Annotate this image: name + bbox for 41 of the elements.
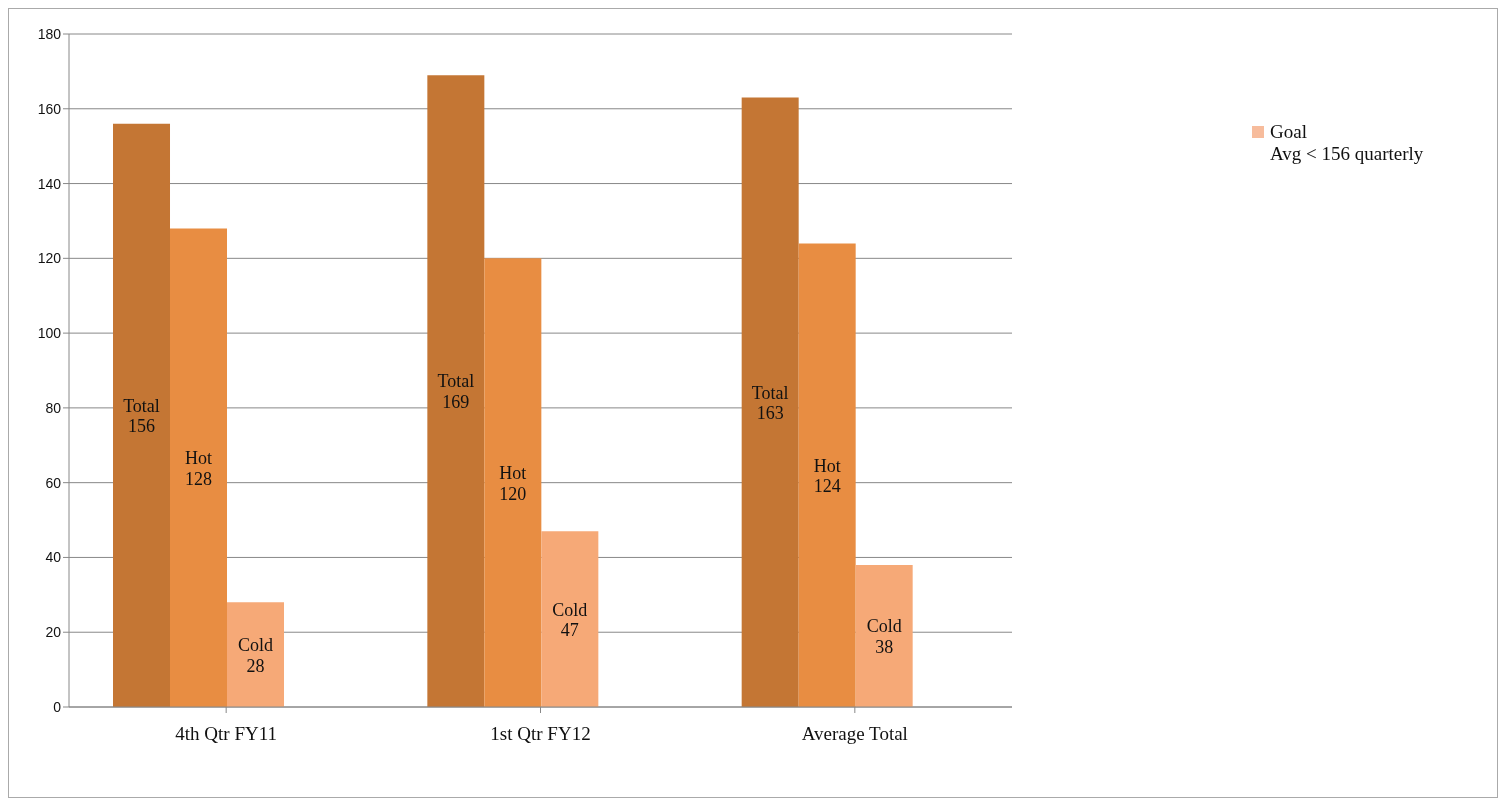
- y-tick-label: 120: [37, 250, 62, 267]
- x-tick-label: 1st Qtr FY12: [490, 723, 591, 745]
- data-label: 169: [442, 392, 470, 413]
- series-label: Cold: [238, 635, 274, 656]
- y-tick-label: 60: [45, 474, 62, 491]
- text: Hot: [499, 463, 527, 484]
- data-label: 163: [756, 403, 784, 424]
- series-label: Total: [123, 395, 160, 416]
- data-label: 124: [813, 476, 841, 497]
- x-tick-label: 4th Qtr FY11: [175, 723, 278, 745]
- legend-label: Goal Avg < 156 quarterly: [1270, 121, 1424, 165]
- y-tick-label: 160: [37, 100, 62, 117]
- data-label: 128: [185, 468, 213, 489]
- data-label: 38: [875, 637, 894, 658]
- bar: [541, 531, 599, 707]
- data-label: 120: [499, 483, 527, 504]
- text: Total: [437, 371, 475, 392]
- y-tick-label: 20: [45, 624, 62, 641]
- bar: [741, 97, 799, 707]
- bar: [855, 564, 913, 707]
- bar: [798, 243, 856, 707]
- bar: [484, 258, 542, 707]
- data-label: 28: [246, 655, 265, 676]
- x-tick-label: Average Total: [801, 723, 908, 745]
- bar: [227, 602, 285, 707]
- text: Total: [751, 382, 789, 403]
- data-label: 156: [128, 416, 156, 437]
- y-tick-label: 140: [37, 175, 62, 192]
- bar: [170, 228, 228, 707]
- bar: [427, 75, 485, 707]
- y-tick-label: 40: [45, 549, 62, 566]
- y-tick-label: 180: [37, 25, 62, 42]
- y-tick-label: 100: [37, 325, 62, 342]
- series-label: Hot: [185, 448, 213, 469]
- data-label: 47: [560, 620, 579, 641]
- text: Cold: [552, 599, 588, 620]
- text: Hot: [813, 455, 841, 476]
- y-tick-label: 0: [53, 698, 62, 715]
- y-tick-label: 80: [45, 399, 62, 416]
- bar: [113, 123, 171, 707]
- text: Cold: [866, 616, 902, 637]
